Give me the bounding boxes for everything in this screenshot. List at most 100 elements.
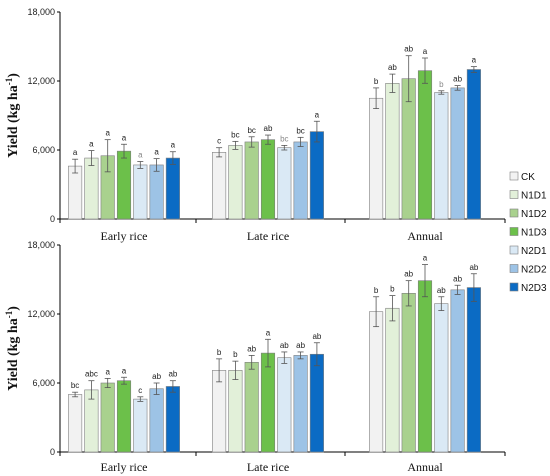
bar xyxy=(244,141,259,220)
bar xyxy=(133,398,148,453)
significance-letter: abc xyxy=(85,370,98,379)
legend-swatch xyxy=(509,208,519,218)
significance-letter: a xyxy=(105,129,110,138)
y-tick-label: 6,000 xyxy=(32,378,55,388)
significance-letter: c xyxy=(138,386,142,395)
significance-letter: ab xyxy=(168,370,177,379)
bar xyxy=(116,150,132,220)
bar xyxy=(450,87,465,220)
significance-letter: bc xyxy=(247,126,255,135)
significance-letter: ab xyxy=(404,45,413,54)
bar xyxy=(309,131,324,220)
panel-top: 0 6,000 12,000 18,000 Yield (kg ha-1) Early r… xyxy=(4,7,506,243)
significance-letter: ab xyxy=(469,263,478,272)
bar xyxy=(212,370,227,453)
bar xyxy=(277,357,292,453)
bar xyxy=(68,394,83,453)
significance-letter: b xyxy=(374,286,379,295)
legend-entry: N2D2 xyxy=(521,265,547,276)
bar xyxy=(417,280,433,453)
significance-letter: a xyxy=(89,140,94,149)
bar xyxy=(369,311,384,453)
bar xyxy=(68,165,83,220)
legend-entry: N2D1 xyxy=(521,246,547,257)
bar xyxy=(293,355,308,453)
x-category-label: Early rice xyxy=(101,460,148,474)
significance-letter: c xyxy=(217,137,221,146)
significance-letter: a xyxy=(73,148,78,157)
significance-letter: ab xyxy=(453,274,462,283)
significance-letter: b xyxy=(233,350,238,359)
significance-letter: ab xyxy=(388,63,397,72)
bar xyxy=(385,83,400,220)
legend-entry: N2D3 xyxy=(521,283,547,294)
y-tick-label: 12,000 xyxy=(27,76,55,86)
significance-letter: bc xyxy=(71,381,79,390)
legend: CK N1D1 N1D2 N1D3 N2D1 N2D2 N2D3 xyxy=(509,171,547,294)
significance-letter: ab xyxy=(280,341,289,350)
legend-swatch xyxy=(509,282,519,292)
x-category-label: Annual xyxy=(407,460,443,474)
significance-letter: ab xyxy=(453,75,462,84)
significance-letter: a xyxy=(138,151,143,160)
bar xyxy=(401,292,416,453)
x-category-label: Late rice xyxy=(247,460,289,474)
significance-letter: b xyxy=(439,80,444,89)
bar xyxy=(165,157,180,220)
y-tick-label: 0 xyxy=(50,447,55,457)
legend-entry: N1D2 xyxy=(521,209,547,220)
x-category-label: Late rice xyxy=(247,229,289,243)
bar xyxy=(228,145,243,220)
bar xyxy=(450,289,465,453)
significance-letter: b xyxy=(374,77,379,86)
significance-letter: ab xyxy=(247,344,256,353)
bar xyxy=(434,303,449,453)
significance-letter: a xyxy=(171,141,176,150)
panel-bottom: 0 6,000 12,000 18,000 Yield (kg ha-1) Early r… xyxy=(4,240,506,474)
significance-letter: a xyxy=(122,133,127,142)
legend-swatch xyxy=(509,190,519,199)
bar xyxy=(84,157,99,220)
significance-letter: b xyxy=(217,348,222,357)
bar xyxy=(369,97,384,220)
bar xyxy=(293,141,308,220)
bar xyxy=(385,307,400,453)
x-category-label: Early rice xyxy=(101,229,148,243)
bar xyxy=(165,386,180,453)
bar xyxy=(149,164,164,220)
significance-letter: b xyxy=(390,285,395,294)
legend-swatch xyxy=(509,245,519,255)
bar xyxy=(277,147,292,220)
bar xyxy=(466,287,481,453)
significance-letter: ab xyxy=(312,332,321,341)
significance-letter: a xyxy=(105,367,110,376)
legend-swatch xyxy=(509,171,519,181)
y-tick-label: 18,000 xyxy=(27,7,55,17)
y-tick-label: 12,000 xyxy=(27,309,55,319)
significance-letter: ab xyxy=(296,341,305,350)
significance-letter: a xyxy=(472,56,477,65)
legend-swatch xyxy=(509,264,519,273)
significance-letter: ab xyxy=(437,286,446,295)
y-axis-label: Yield (kg ha-1) xyxy=(4,306,21,391)
bar xyxy=(417,70,433,220)
significance-letter: ab xyxy=(404,270,413,279)
significance-letter: bc xyxy=(296,126,304,135)
y-axis-label: Yield (kg ha-1) xyxy=(4,73,21,158)
bar xyxy=(100,382,115,453)
bar xyxy=(260,352,276,453)
legend-swatch xyxy=(509,227,519,236)
significance-letter: bc xyxy=(280,134,288,143)
significance-letter: bc xyxy=(231,130,239,139)
bar xyxy=(309,353,324,453)
y-tick-label: 18,000 xyxy=(27,240,55,250)
significance-letter: a xyxy=(423,254,428,263)
legend-entry: N1D3 xyxy=(521,228,547,239)
bar xyxy=(149,388,164,453)
significance-letter: a xyxy=(315,110,320,119)
bar xyxy=(133,164,148,220)
bar xyxy=(260,139,276,220)
y-tick-label: 0 xyxy=(50,214,55,224)
significance-letter: ab xyxy=(152,372,161,381)
